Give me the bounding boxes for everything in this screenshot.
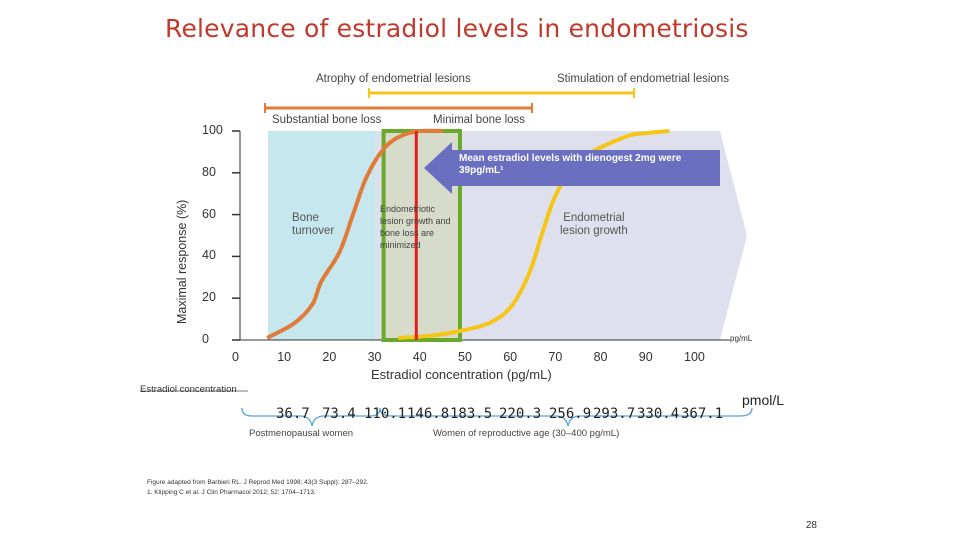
reference-1: Figure adapted from Barbieri RL. J Repro… bbox=[147, 479, 369, 486]
x-tick-label: 80 bbox=[593, 350, 608, 364]
endometriotic-line-1: Endometriotic bbox=[380, 204, 436, 214]
x-tick-label: 40 bbox=[412, 350, 427, 364]
y-tick-label: 60 bbox=[202, 206, 216, 221]
y-tick-label: 100 bbox=[202, 123, 223, 137]
y-tick-label: 20 bbox=[202, 290, 216, 305]
substantial-bone-loss-label: Substantial bone loss bbox=[272, 114, 382, 126]
x-tick-label: 90 bbox=[638, 350, 653, 364]
pmol-unit-label: pmol/L bbox=[742, 392, 785, 408]
endometriotic-line-3: bone loss are bbox=[380, 228, 435, 238]
pgml-unit-label: pg/mL bbox=[730, 334, 753, 343]
pmol-value: 220.3 bbox=[499, 406, 542, 422]
endometrial-growth-line-1: Endometrial bbox=[563, 212, 625, 224]
pmol-value: 330.4 bbox=[637, 406, 680, 422]
pmol-value: 73.4 bbox=[322, 406, 356, 422]
page-title: Relevance of estradiol levels in endomet… bbox=[165, 14, 749, 43]
atrophy-label: Atrophy of endometrial lesions bbox=[316, 73, 471, 85]
x-tick-label: 0 bbox=[232, 350, 239, 364]
axes bbox=[232, 130, 730, 341]
pmol-value: 183.5 bbox=[450, 406, 493, 422]
dienogest-callout-arrow bbox=[424, 142, 720, 194]
population-braces bbox=[140, 390, 753, 427]
x-axis-label: Estradiol concentration (pg/mL) bbox=[371, 367, 552, 382]
x-tick-label: 20 bbox=[322, 350, 337, 364]
x-tick-label: 100 bbox=[684, 350, 705, 364]
y-tick-label: 40 bbox=[202, 248, 216, 263]
y-tick-label: 0 bbox=[202, 332, 209, 346]
callout-line-1: Mean estradiol levels with dienogest 2mg… bbox=[459, 153, 682, 164]
pmol-value: 146.8 bbox=[407, 406, 450, 422]
postmenopausal-label: Postmenopausal women bbox=[249, 428, 354, 439]
endometrial-growth-label: Endometrial lesion growth bbox=[560, 212, 628, 238]
y-axis-label: Maximal response (%) bbox=[175, 199, 189, 324]
minimal-bone-loss-label: Minimal bone loss bbox=[433, 114, 526, 126]
endometriotic-line-4: minimized bbox=[380, 240, 421, 250]
bone-turnover-line-2: turnover bbox=[292, 225, 335, 237]
dienogest-callout-text: Mean estradiol levels with dienogest 2mg… bbox=[459, 153, 681, 177]
bone-turnover-label: Bone turnover bbox=[292, 212, 334, 238]
pmol-value: 110.1 bbox=[364, 406, 407, 422]
endometriotic-line-2: lesion growth and bbox=[380, 216, 451, 226]
left-concentration-label: Estradiol concentration bbox=[140, 384, 237, 395]
atrophy-background bbox=[268, 131, 376, 340]
pmol-value: 367.1 bbox=[681, 406, 724, 422]
x-tick-label: 70 bbox=[548, 350, 563, 364]
pmol-value: 256.9 bbox=[549, 406, 592, 422]
stimulation-label: Stimulation of endometrial lesions bbox=[557, 73, 729, 85]
x-tick-label: 50 bbox=[458, 350, 472, 364]
series-line-lesion bbox=[398, 129, 670, 340]
bone-turnover-line-1: Bone bbox=[292, 212, 319, 224]
x-tick-label: 30 bbox=[367, 350, 382, 364]
reproductive-age-label: Women of reproductive age (30–400 pg/mL) bbox=[433, 428, 620, 439]
page-number: 28 bbox=[805, 520, 817, 531]
series-line-bone bbox=[266, 128, 444, 340]
x-tick-label: 60 bbox=[503, 350, 518, 364]
reference-2: 1. Klipping C et al. J Clin Pharmacol 20… bbox=[147, 489, 316, 496]
y-tick-label: 80 bbox=[202, 164, 216, 179]
x-tick-label: 10 bbox=[277, 350, 292, 364]
endometriotic-label: Endometriotic lesion growth and bone los… bbox=[380, 203, 451, 251]
top-range-brackets bbox=[264, 88, 635, 113]
reproductive-brace bbox=[379, 407, 753, 427]
pmol-value: 36.7 bbox=[276, 406, 310, 422]
pmol-value: 293.7 bbox=[593, 406, 636, 422]
endometrial-growth-line-2: lesion growth bbox=[560, 225, 628, 237]
callout-line-2: 39pg/mL¹ bbox=[459, 165, 504, 176]
postmenopausal-brace bbox=[241, 407, 381, 427]
